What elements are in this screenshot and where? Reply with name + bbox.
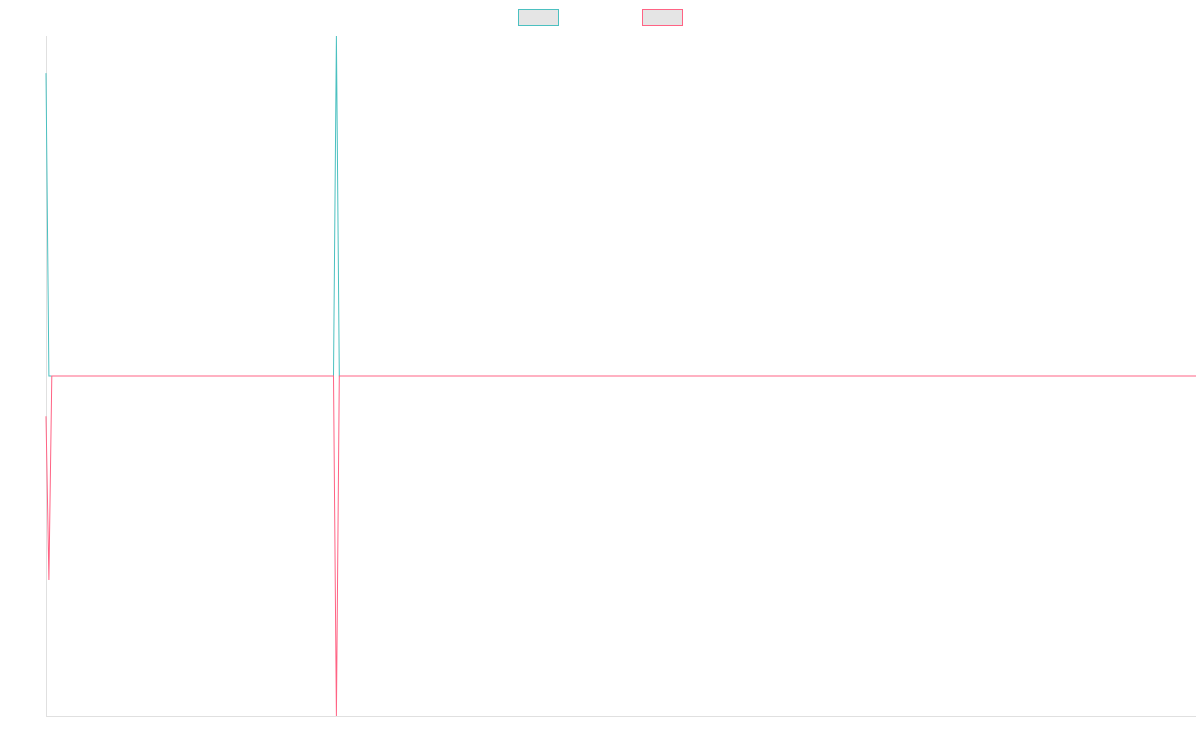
series-line-1 — [45, 35, 1196, 377]
legend[interactable] — [518, 9, 683, 26]
series-line-2 — [45, 375, 1196, 717]
legend-swatch-2[interactable] — [642, 9, 683, 26]
series-group — [45, 35, 1196, 717]
legend-swatch-1[interactable] — [518, 9, 559, 26]
